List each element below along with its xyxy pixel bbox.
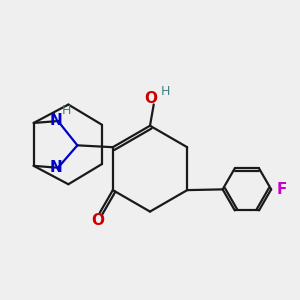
Text: H: H — [61, 104, 71, 117]
Text: O: O — [144, 92, 157, 106]
Text: N: N — [50, 160, 62, 175]
Text: F: F — [276, 182, 287, 197]
Text: H: H — [161, 85, 170, 98]
Text: O: O — [92, 214, 104, 229]
Text: N: N — [50, 113, 62, 128]
